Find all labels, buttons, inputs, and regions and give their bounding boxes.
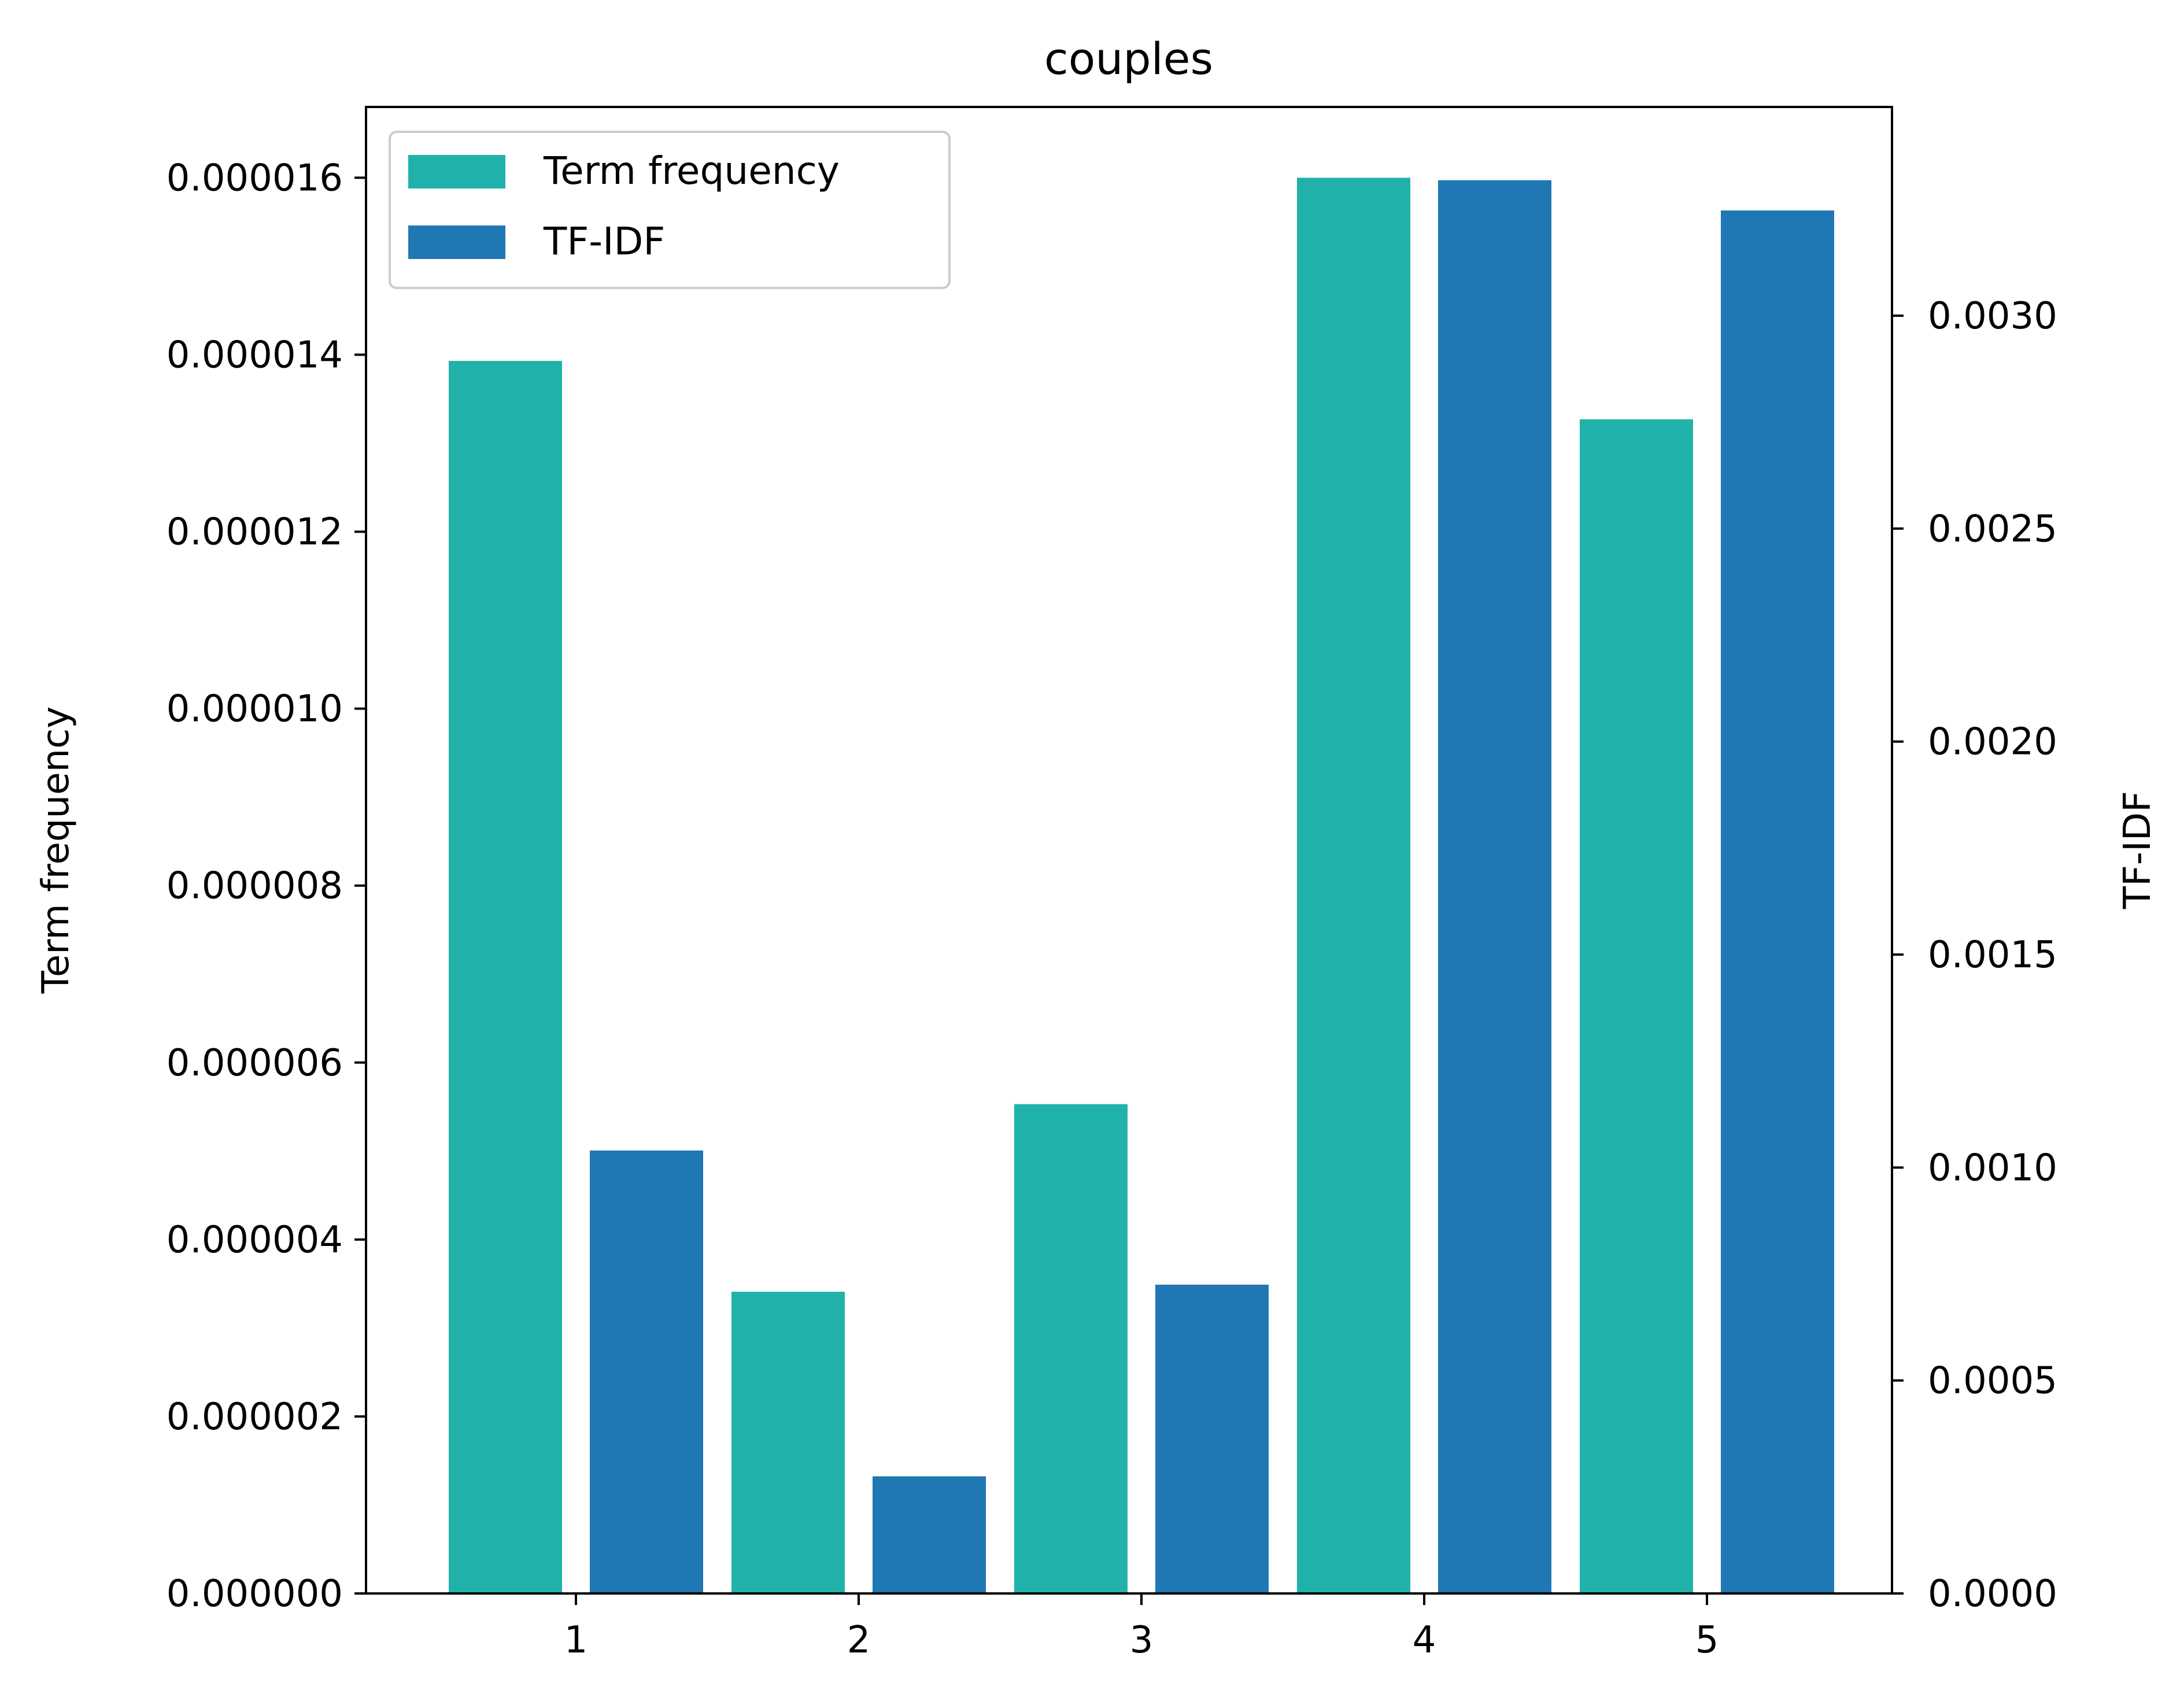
- legend-box: [389, 131, 951, 289]
- bar-term-frequency-4: [1297, 178, 1410, 1594]
- left-tick-label: 0.000010: [167, 688, 343, 731]
- right-tick-label: 0.0010: [1928, 1147, 2057, 1189]
- left-tick-label: 0.000004: [167, 1219, 343, 1262]
- plot-frame: [365, 106, 1893, 1595]
- bar-term-frequency-2: [731, 1292, 845, 1593]
- left-tick-label: 0.000002: [167, 1396, 343, 1439]
- bar-tf-idf-2: [873, 1476, 986, 1593]
- left-tick-label: 0.000012: [167, 511, 343, 554]
- x-tick-label: 3: [1130, 1619, 1154, 1662]
- x-tick-label: 5: [1695, 1619, 1719, 1662]
- right-tick-label: 0.0030: [1928, 295, 2057, 338]
- right-tick-label: 0.0000: [1928, 1573, 2057, 1615]
- right-tick-label: 0.0005: [1928, 1360, 2057, 1403]
- x-tick-label: 4: [1413, 1619, 1436, 1662]
- bar-tf-idf-1: [590, 1150, 703, 1593]
- bar-tf-idf-4: [1438, 180, 1551, 1594]
- left-tick-label: 0.000016: [167, 157, 343, 199]
- y-axis-label-right: TF-IDF: [2116, 791, 2159, 909]
- bar-term-frequency-3: [1014, 1104, 1128, 1593]
- legend: Term frequency TF-IDF: [389, 131, 951, 289]
- bar-tf-idf-5: [1721, 210, 1834, 1594]
- left-axis: 0.000000 0.000002 0.000004 0.000006 0.000008…: [167, 157, 366, 1615]
- y-axis-label-left: Term frequency: [35, 707, 77, 994]
- x-axis: 1 2 3 4 5: [564, 1593, 1719, 1662]
- legend-label-tf-idf: TF-IDF: [543, 219, 665, 264]
- bar-term-frequency-1: [449, 361, 562, 1594]
- right-tick-label: 0.0025: [1928, 508, 2057, 550]
- right-tick-label: 0.0020: [1928, 721, 2057, 764]
- legend-label-term-frequency: Term frequency: [543, 149, 840, 193]
- legend-swatch-tf-idf: [408, 225, 505, 259]
- left-tick-label: 0.000014: [167, 334, 343, 377]
- bar-term-frequency-5: [1580, 419, 1693, 1593]
- left-tick-label: 0.000008: [167, 865, 343, 908]
- x-tick-label: 1: [564, 1619, 588, 1662]
- right-axis: 0.0000 0.0005 0.0010 0.0015 0.0020 0.0025 0.00…: [1892, 295, 2057, 1615]
- right-tick-label: 0.0015: [1928, 934, 2057, 977]
- bars-layer: [449, 178, 1834, 1594]
- x-tick-label: 2: [847, 1619, 871, 1662]
- legend-swatch-term-frequency: [408, 155, 505, 188]
- chart-title: couples: [1044, 33, 1213, 84]
- left-tick-label: 0.000000: [167, 1573, 343, 1615]
- bar-tf-idf-3: [1155, 1284, 1269, 1593]
- left-tick-label: 0.000006: [167, 1042, 343, 1085]
